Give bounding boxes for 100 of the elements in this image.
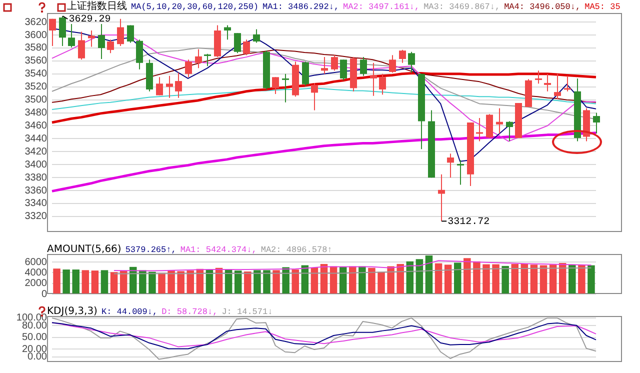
candlestick: [243, 39, 250, 56]
bar: [263, 270, 270, 294]
bar: [320, 264, 328, 294]
bar: [349, 266, 356, 294]
candlestick: [476, 117, 483, 142]
series-label: J: 14.571↓: [222, 307, 273, 317]
candlestick: [166, 75, 173, 98]
bar: [234, 270, 242, 294]
candlestick: [544, 73, 551, 92]
text: MA2: 3497.161↓,: [343, 2, 420, 12]
candlestick: [340, 59, 347, 81]
text: MA5: 35: [584, 2, 620, 12]
candlestick: [447, 153, 454, 178]
candlestick: [554, 73, 561, 100]
y-tick-label: 50.00: [22, 332, 48, 344]
bar: [378, 272, 385, 294]
bar: [110, 272, 118, 294]
candlestick: [360, 56, 367, 76]
candlestick: [302, 61, 309, 86]
candlestick: [506, 120, 513, 142]
annotation: 3312.72: [448, 216, 490, 228]
text: MA3: 3469.867↓,: [424, 2, 500, 12]
candlestick: [311, 82, 318, 111]
bar: [62, 270, 70, 294]
candlestick: [457, 160, 464, 186]
text: MA2: 4896.578↑: [260, 245, 332, 255]
bar: [82, 270, 90, 294]
candlestick: [370, 62, 377, 96]
bar: [91, 270, 99, 294]
bar: [206, 270, 214, 294]
y-tick-label: 3580: [24, 42, 48, 54]
y-tick-label: 3380: [24, 172, 48, 184]
candlestick: [331, 54, 338, 72]
candlestick: [272, 76, 279, 94]
bar: [588, 265, 595, 294]
candlestick: [195, 48, 202, 69]
y-tick-label: 3340: [24, 198, 48, 210]
candlestick: [49, 18, 56, 47]
bar: [168, 270, 175, 294]
bar: [148, 272, 156, 294]
bar: [387, 266, 394, 294]
bar: [492, 264, 500, 294]
bar: [53, 268, 60, 294]
bar: [186, 270, 194, 294]
y-tick-label: 3620: [24, 16, 48, 28]
bar: [396, 264, 404, 294]
series-label: K: 44.009↓,: [101, 307, 158, 317]
candlestick: [564, 75, 571, 92]
y-tick-label: 3520: [24, 82, 48, 93]
bar: [549, 264, 557, 294]
candlestick: [389, 54, 396, 74]
bar: [339, 266, 347, 294]
candlestick: [136, 39, 143, 70]
bar: [292, 270, 299, 294]
y-tick-label: 3320: [24, 211, 48, 222]
bar: [425, 255, 433, 294]
bar: [434, 263, 442, 294]
candlestick: [379, 73, 386, 96]
candlestick: [593, 112, 600, 134]
y-tick-label: 6000: [24, 256, 48, 268]
candlestick: [88, 30, 95, 48]
bar: [100, 270, 108, 294]
candlestick: [204, 53, 211, 67]
bar: [444, 264, 452, 294]
bar: [158, 273, 166, 294]
chart-subtitle: MA(5,10,20,30,60,120,250): [131, 2, 259, 12]
chart-title: KDJ(9,3,3): [47, 306, 98, 317]
bar: [272, 270, 280, 294]
candlestick: [98, 24, 105, 60]
text: MA4: 3496.050↓,: [504, 2, 581, 12]
y-tick-label: 3540: [24, 68, 48, 80]
bar: [224, 270, 232, 294]
candlestick: [156, 76, 163, 96]
y-tick-label: 3460: [24, 120, 48, 132]
bar: [282, 267, 290, 294]
candlestick: [175, 72, 182, 98]
annotation: 3629.29: [68, 14, 111, 26]
bar: [473, 261, 480, 294]
y-tick-label: 3440: [24, 133, 48, 144]
bar: [120, 270, 128, 294]
y-tick-label: 2000: [24, 278, 48, 290]
candlestick: [78, 31, 85, 60]
bar: [530, 264, 538, 294]
candlestick: [224, 24, 231, 40]
y-tick-label: 4000: [24, 267, 48, 278]
candlestick: [486, 114, 493, 139]
chart-title: AMOUNT(5,66): [47, 244, 122, 255]
y-tick-label: 3360: [24, 185, 48, 196]
y-tick-label: 0: [41, 288, 48, 300]
bar: [310, 268, 318, 294]
candlestick: [59, 16, 66, 47]
y-tick-label: 80.00: [22, 320, 48, 332]
candlestick: [68, 24, 75, 48]
text: D: 58.728↓,: [162, 307, 218, 317]
y-tick-label: 3500: [24, 94, 48, 106]
candlestick: [282, 73, 289, 103]
bar: [482, 264, 490, 294]
y-tick-label: 3420: [24, 146, 48, 158]
bar: [72, 270, 80, 294]
bar: [520, 264, 528, 294]
